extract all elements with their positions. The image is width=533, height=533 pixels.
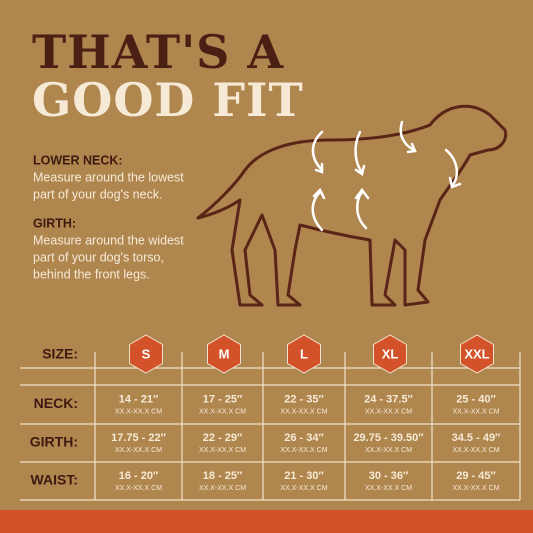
size-value-cm: XX.X-XX.X CM [199,447,246,454]
size-value-cm: XX.X-XX.X CM [365,408,412,415]
size-value-cm: XX.X-XX.X CM [115,485,162,492]
size-table: SIZE: S M L XL XXL NECK: 14 - 21″ XX.X-XX.X CM 17… [20,334,521,501]
instruction-label: LOWER NECK: [33,153,123,167]
instructions: LOWER NECK: Measure around the lowest part… [33,153,184,281]
size-label: SIZE: [42,346,78,362]
size-name: S [142,346,151,361]
size-badge [373,334,407,374]
instruction-text: behind the front legs. [33,267,150,281]
dog-illustration [196,104,508,307]
size-name: L [300,346,308,361]
size-value: 29.75 - 39.50″ [353,432,424,444]
size-name: XL [382,346,399,361]
instruction-text: Measure around the lowest [33,170,184,184]
size-value: 22 - 29″ [203,432,243,444]
instruction-text: part of your dog's torso, [33,250,164,264]
row-label: GIRTH: [30,434,78,450]
size-value-cm: XX.X-XX.X CM [452,447,499,454]
size-value-cm: XX.X-XX.X CM [199,485,246,492]
row-label: WAIST: [31,472,78,488]
instruction-text: part of your dog's neck. [33,187,163,201]
size-value: 26 - 34″ [284,432,324,444]
size-value: 24 - 37.5″ [364,393,413,405]
size-name: XXL [464,346,489,361]
size-badge [460,334,494,374]
size-value-cm: XX.X-XX.X CM [280,408,327,415]
size-badge [207,334,241,374]
size-value: 34.5 - 49″ [452,432,501,444]
size-name: M [219,346,230,361]
size-value-cm: XX.X-XX.X CM [365,485,412,492]
size-value: 22 - 35″ [284,393,324,405]
size-value: 14 - 21″ [119,393,159,405]
size-value: 17 - 25″ [203,393,243,405]
size-value-cm: XX.X-XX.X CM [280,485,327,492]
size-value: 29 - 45″ [456,470,496,482]
size-value: 18 - 25″ [203,470,243,482]
size-value: 30 - 36″ [369,470,409,482]
size-value-cm: XX.X-XX.X CM [280,447,327,454]
size-value-cm: XX.X-XX.X CM [199,408,246,415]
size-value: 21 - 30″ [284,470,324,482]
title-line: THAT'S A [32,25,284,79]
size-badge [129,334,163,374]
row-label: NECK: [34,395,78,411]
title-line: GOOD FIT [32,73,304,127]
size-value-cm: XX.X-XX.X CM [115,408,162,415]
instruction-text: Measure around the widest [33,233,184,247]
size-value: 16 - 20″ [119,470,159,482]
size-badge [287,334,321,374]
size-value-cm: XX.X-XX.X CM [365,447,412,454]
instruction-label: GIRTH: [33,216,76,230]
measure-arrows [311,120,462,232]
size-value-cm: XX.X-XX.X CM [452,485,499,492]
size-value: 17.75 - 22″ [111,432,167,444]
size-value-cm: XX.X-XX.X CM [115,447,162,454]
size-value-cm: XX.X-XX.X CM [452,408,499,415]
bottom-bar [0,510,533,533]
size-value: 25 - 40″ [456,393,496,405]
